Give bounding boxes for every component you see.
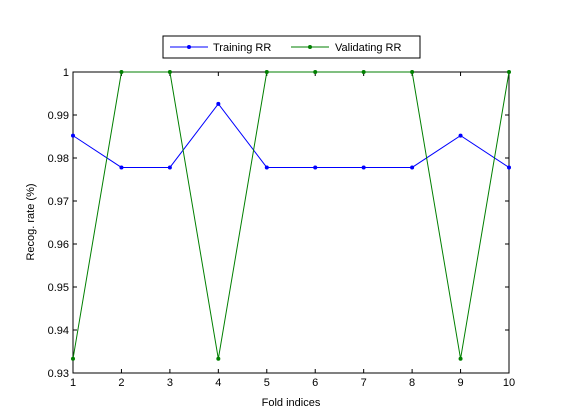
data-point-training-rr [264,165,269,170]
x-tick-label: 7 [361,377,367,389]
legend: Training RR Validating RR [162,35,421,59]
data-point-validating-rr [361,70,366,74]
x-axis-label: Fold indices [262,397,321,409]
data-point-training-rr [119,165,124,170]
data-point-training-rr [71,133,75,138]
data-point-validating-rr [410,70,415,74]
series-lines [71,70,511,361]
x-tick-label: 3 [167,377,173,389]
y-tick-label: 1 [63,67,69,79]
y-tick-label: 0.97 [48,196,69,208]
legend-label-training: Training RR [213,42,271,54]
x-tick-label: 4 [215,377,221,389]
x-tick-label: 9 [457,377,463,389]
legend-label-validating: Validating RR [335,42,401,54]
data-point-training-rr [167,165,172,170]
data-point-training-rr [458,133,463,138]
axis-ticks: 1 2 3 4 5 6 7 8 9 10 0.93 0.94 0.95 0.96 0.97 0.98 0.99 1 [48,67,516,389]
x-tick-label: 6 [312,377,318,389]
data-point-validating-rr [264,70,269,74]
data-point-training-rr [216,101,221,106]
legend-marker-validating [308,45,312,49]
y-axis-label: Recog. rate (%) [25,183,37,260]
y-tick-label: 0.93 [48,368,69,380]
data-point-validating-rr [458,356,463,361]
data-point-validating-rr [216,356,221,361]
data-point-validating-rr [167,70,172,74]
series-line-validating-rr [72,71,510,359]
data-point-training-rr [313,165,318,170]
data-point-validating-rr [119,70,124,74]
y-tick-label: 0.95 [48,282,69,294]
y-tick-label: 0.94 [48,325,69,337]
y-tick-label: 0.99 [48,110,69,122]
plot-area [72,71,510,374]
data-point-training-rr [410,165,415,170]
x-tick-label: 5 [264,377,270,389]
data-point-validating-rr [313,70,318,74]
x-tick-label: 1 [70,377,76,389]
data-point-training-rr [507,165,511,170]
y-tick-label: 0.98 [48,153,69,165]
y-tick-label: 0.96 [48,239,69,251]
legend-marker-training [187,45,191,49]
x-tick-label: 8 [409,377,415,389]
x-tick-label: 10 [503,377,515,389]
data-point-validating-rr [507,70,511,74]
data-point-training-rr [361,165,366,170]
x-tick-label: 2 [118,377,124,389]
data-point-validating-rr [71,356,75,361]
series-line-training-rr [72,102,510,168]
